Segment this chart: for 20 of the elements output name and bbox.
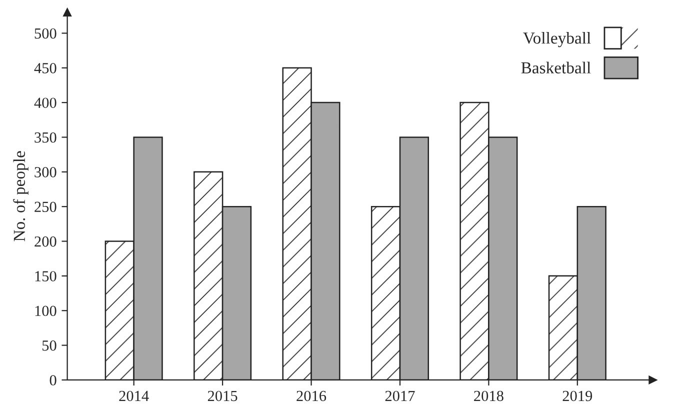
legend-label: Volleyball <box>523 32 591 48</box>
y-tick-label: 500 <box>34 28 56 39</box>
y-tick-label: 450 <box>34 63 56 74</box>
y-tick-label: 0 <box>50 375 56 386</box>
y-tick-label: 350 <box>34 132 56 143</box>
x-tick-label: 2018 <box>474 390 504 402</box>
x-tick-label: 2015 <box>208 390 238 402</box>
y-tick-label: 150 <box>35 271 56 282</box>
x-tick-label: 2017 <box>385 390 415 402</box>
y-tick-label: 300 <box>34 167 56 178</box>
y-tick-label: 250 <box>34 202 56 212</box>
x-tick-label: 2019 <box>562 390 592 402</box>
x-tick-label: 2016 <box>296 390 326 402</box>
y-tick-label: 400 <box>34 98 56 108</box>
x-tick-label: 2014 <box>119 390 149 402</box>
y-tick-label: 50 <box>42 340 56 351</box>
y-tick-label: 200 <box>34 236 56 247</box>
y-axis-title: No. of people <box>13 151 28 242</box>
legend-label: Basketball <box>521 62 591 74</box>
y-tick-label: 100 <box>35 306 56 316</box>
